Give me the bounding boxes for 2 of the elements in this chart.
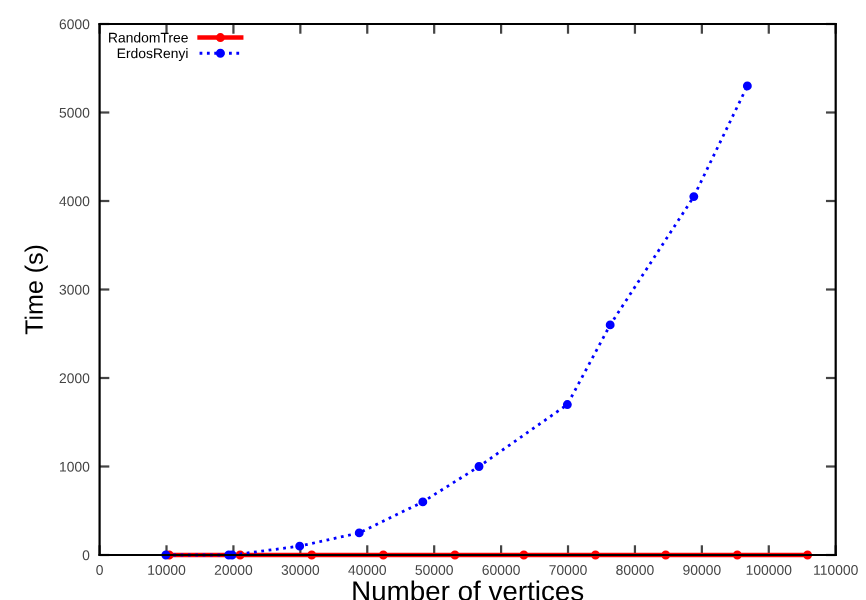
x-axis-title: Number of vertices [353,580,584,600]
y-axis-title: Time (s) [24,245,48,335]
